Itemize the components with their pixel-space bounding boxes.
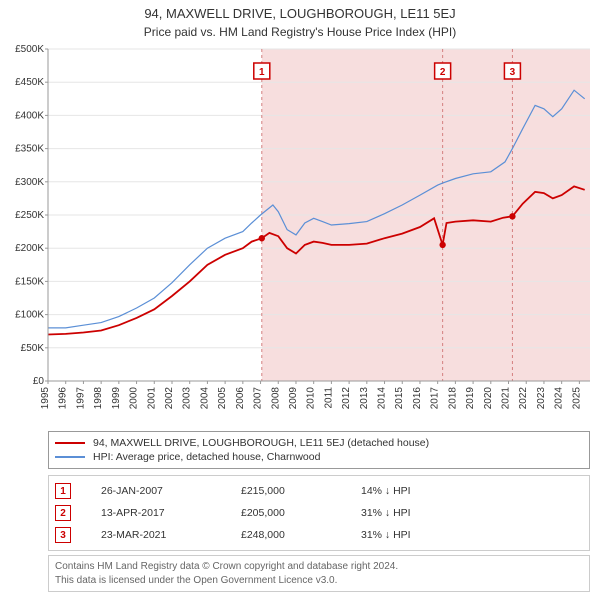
x-tick-label: 2023 [536, 387, 547, 410]
footer-attribution: Contains HM Land Registry data © Crown c… [48, 555, 590, 592]
x-tick-label: 1999 [111, 387, 122, 410]
x-tick-label: 2003 [182, 387, 193, 410]
legend-label: 94, MAXWELL DRIVE, LOUGHBOROUGH, LE11 5E… [93, 437, 429, 449]
marker-price: £215,000 [241, 485, 331, 497]
x-tick-label: 2002 [164, 387, 175, 410]
marker-badge-label: 3 [510, 67, 516, 78]
x-tick-label: 2011 [323, 387, 334, 409]
marker-table-row: 1 26-JAN-2007 £215,000 14% ↓ HPI [55, 480, 583, 502]
x-tick-label: 2019 [465, 387, 476, 410]
marker-delta: 31% ↓ HPI [361, 507, 461, 519]
x-tick-label: 2007 [253, 387, 264, 410]
marker-dot [259, 235, 265, 241]
x-tick-label: 2015 [394, 387, 405, 410]
x-tick-label: 2022 [518, 387, 529, 410]
x-tick-label: 2016 [412, 387, 423, 410]
x-tick-label: 2020 [483, 387, 494, 410]
x-tick-label: 1998 [93, 387, 104, 410]
marker-date: 26-JAN-2007 [101, 485, 211, 497]
marker-id-badge: 1 [55, 483, 71, 499]
x-tick-label: 2001 [146, 387, 157, 410]
x-tick-label: 2013 [359, 387, 370, 410]
marker-date: 13-APR-2017 [101, 507, 211, 519]
x-tick-label: 2010 [306, 387, 317, 410]
x-tick-label: 2021 [501, 387, 512, 410]
x-tick-label: 2004 [199, 387, 210, 410]
x-tick-label: 2012 [341, 387, 352, 410]
legend-swatch [55, 442, 85, 444]
legend: 94, MAXWELL DRIVE, LOUGHBOROUGH, LE11 5E… [48, 431, 590, 469]
marker-date: 23-MAR-2021 [101, 529, 211, 541]
legend-label: HPI: Average price, detached house, Char… [93, 451, 320, 463]
y-tick-label: £500K [15, 44, 44, 55]
x-tick-label: 1997 [75, 387, 86, 410]
y-tick-label: £200K [15, 243, 44, 254]
legend-item: HPI: Average price, detached house, Char… [55, 450, 583, 464]
legend-item: 94, MAXWELL DRIVE, LOUGHBOROUGH, LE11 5E… [55, 436, 583, 450]
marker-table-row: 3 23-MAR-2021 £248,000 31% ↓ HPI [55, 524, 583, 546]
x-tick-label: 2018 [447, 387, 458, 410]
chart-title: 94, MAXWELL DRIVE, LOUGHBOROUGH, LE11 5E… [0, 6, 600, 21]
marker-badge-label: 2 [440, 67, 446, 78]
y-tick-label: £400K [15, 110, 44, 121]
marker-delta: 14% ↓ HPI [361, 485, 461, 497]
marker-table: 1 26-JAN-2007 £215,000 14% ↓ HPI 2 13-APR-201… [48, 475, 590, 551]
y-tick-label: £450K [15, 77, 44, 88]
x-tick-label: 1996 [58, 387, 69, 410]
footer-line: This data is licensed under the Open Gov… [55, 574, 583, 588]
y-tick-label: £50K [21, 343, 45, 354]
chart-subtitle: Price paid vs. HM Land Registry's House … [0, 25, 600, 39]
marker-id-badge: 3 [55, 527, 71, 543]
y-tick-label: £250K [15, 210, 44, 221]
y-tick-label: £100K [15, 310, 44, 321]
marker-delta: 31% ↓ HPI [361, 529, 461, 541]
x-tick-label: 2000 [129, 387, 140, 410]
x-tick-label: 2009 [288, 387, 299, 410]
marker-price: £205,000 [241, 507, 331, 519]
line-chart: £0 £50K £100K £150K £200K £250K £300K £350K £400… [0, 41, 600, 431]
y-tick-label: £300K [15, 177, 44, 188]
x-tick-label: 2008 [270, 387, 281, 410]
footer-line: Contains HM Land Registry data © Crown c… [55, 560, 583, 574]
x-tick-label: 1995 [40, 387, 51, 410]
x-tick-label: 2025 [571, 387, 582, 410]
x-tick-label: 2006 [235, 387, 246, 410]
x-tick-label: 2017 [430, 387, 441, 410]
y-tick-label: £150K [15, 276, 44, 287]
marker-dot [439, 242, 445, 248]
marker-dot [509, 213, 515, 219]
y-tick-label: £0 [33, 376, 45, 387]
x-tick-label: 2024 [554, 387, 565, 410]
x-tick-label: 2014 [377, 387, 388, 410]
marker-price: £248,000 [241, 529, 331, 541]
legend-swatch [55, 456, 85, 458]
marker-id-badge: 2 [55, 505, 71, 521]
marker-badge-label: 1 [259, 67, 265, 78]
y-tick-label: £350K [15, 144, 44, 155]
x-tick-label: 2005 [217, 387, 228, 410]
marker-table-row: 2 13-APR-2017 £205,000 31% ↓ HPI [55, 502, 583, 524]
